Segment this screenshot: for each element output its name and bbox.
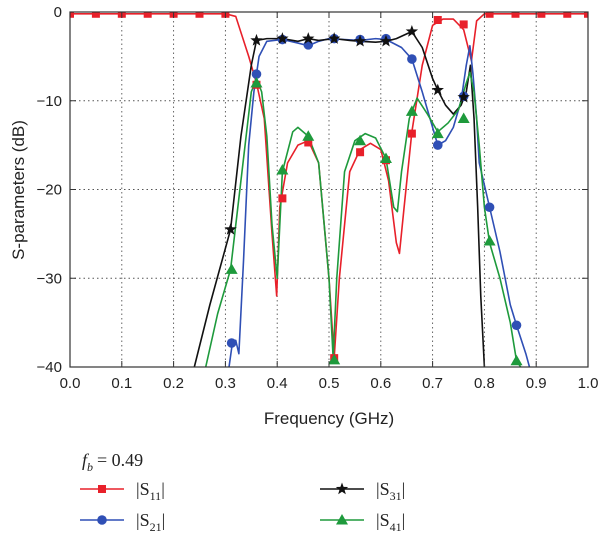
s21-marker (251, 69, 262, 79)
s11-line (70, 12, 588, 359)
x-tick-label: 0.3 (215, 375, 236, 392)
legend-item-s11: |S11| (80, 479, 165, 503)
s21-marker (303, 40, 314, 50)
x-tick-label: 0.9 (526, 375, 547, 392)
y-tick-label: 0 (54, 4, 62, 21)
legend-item-s21: |S21| (80, 510, 165, 534)
legend-label-end: | (162, 510, 166, 530)
legend-label-main: |S (136, 510, 150, 530)
s11-marker (485, 12, 494, 18)
s21-marker (511, 320, 522, 331)
s31-marker (276, 32, 289, 44)
s21-line (228, 37, 531, 367)
s11-marker (433, 15, 442, 24)
fb-symbol: f (82, 450, 90, 470)
legend-marker-s31 (335, 482, 349, 495)
y-tick-label: −40 (37, 359, 62, 376)
s21-marker (484, 202, 495, 213)
s41-marker (510, 354, 523, 366)
s31-marker (379, 34, 393, 47)
legend-label-end: | (161, 479, 165, 499)
s11-marker (143, 12, 152, 18)
legend-label-sub: 11 (150, 489, 162, 503)
s41-marker (354, 134, 367, 146)
grid-lines (70, 12, 588, 367)
s41-marker (328, 353, 341, 365)
s11-marker (407, 129, 416, 138)
legend-marker-s21 (97, 515, 107, 525)
legend: |S11| |S31||S21| |S41| (80, 479, 405, 534)
s11-marker (563, 12, 572, 18)
s31-line (193, 30, 486, 367)
legend-label-main: |S (376, 479, 390, 499)
s31-marker (457, 90, 470, 103)
s41-marker (431, 127, 444, 139)
s31-marker (405, 25, 419, 37)
x-tick-label: 0.5 (319, 375, 340, 392)
s11-marker (278, 194, 287, 203)
s31-marker (302, 32, 315, 44)
legend-label-main: |S (376, 510, 390, 530)
x-tick-label: 0.8 (474, 375, 495, 392)
legend-item-s41: |S41| (320, 510, 405, 534)
s31-marker (353, 34, 367, 47)
s41-marker (379, 152, 392, 163)
legend-label-main: |S (136, 479, 150, 499)
fb-annotation: fb = 0.49 (82, 450, 143, 474)
legend-marker-s41 (336, 514, 348, 525)
legend-item-s31: |S31| (320, 479, 405, 503)
legend-marker-s11 (98, 485, 106, 493)
x-tick-label: 0.2 (163, 375, 184, 392)
legend-label-sub: 41 (390, 520, 402, 534)
legend-label-s21: |S21| (136, 510, 165, 534)
legend-label-end: | (402, 479, 406, 499)
s41-marker (225, 263, 238, 274)
legend-label-sub: 21 (150, 520, 162, 534)
legend-label-s31: |S31| (376, 479, 405, 503)
fb-subscript: b (87, 460, 93, 474)
s41-marker (276, 163, 289, 175)
s11-marker (537, 12, 546, 18)
x-tick-label: 0.6 (370, 375, 391, 392)
x-tick-label: 0.0 (60, 375, 81, 392)
s41-marker (302, 130, 315, 141)
s11-marker (304, 138, 313, 147)
fb-value: = 0.49 (97, 450, 143, 470)
s31-marker (328, 32, 341, 44)
x-axis-label: Frequency (GHz) (264, 409, 394, 428)
x-tick-label: 0.1 (111, 375, 132, 392)
y-axis-label: S-parameters (dB) (9, 120, 28, 260)
s11-marker (195, 12, 204, 18)
s41-marker (250, 77, 263, 88)
x-tick-label: 0.4 (267, 375, 288, 392)
s31-marker (431, 83, 444, 96)
y-tick-label: −30 (37, 270, 62, 287)
y-tick-label: −10 (37, 93, 62, 110)
s11-marker (511, 12, 520, 18)
s41-marker (457, 112, 470, 123)
legend-label-s41: |S41| (376, 510, 405, 534)
s41-marker (405, 105, 418, 116)
x-tick-label: 0.7 (422, 375, 443, 392)
s41-line (204, 71, 522, 367)
series-layer (70, 12, 588, 367)
s11-marker (584, 12, 588, 18)
legend-label-end: | (402, 510, 406, 530)
s21-marker (432, 140, 443, 150)
s11-marker (356, 148, 365, 157)
s31-marker (250, 33, 263, 46)
s11-marker (459, 20, 468, 29)
s11-marker (70, 12, 74, 18)
legend-label-sub: 31 (390, 489, 402, 503)
s41-marker (483, 234, 496, 246)
legend-label-s11: |S11| (136, 479, 165, 503)
s11-marker (91, 12, 100, 18)
s31-marker (224, 222, 237, 235)
s21-marker (226, 338, 237, 348)
s21-marker (407, 54, 417, 64)
y-tick-label: −20 (37, 182, 62, 199)
axis-ticks: 0.0 0.1 0.2 0.3 0.4 0.5 0.6 0.7 0.8 0.9 1.0 0 −10 −20… (37, 4, 599, 392)
x-tick-label: 1.0 (578, 375, 599, 392)
